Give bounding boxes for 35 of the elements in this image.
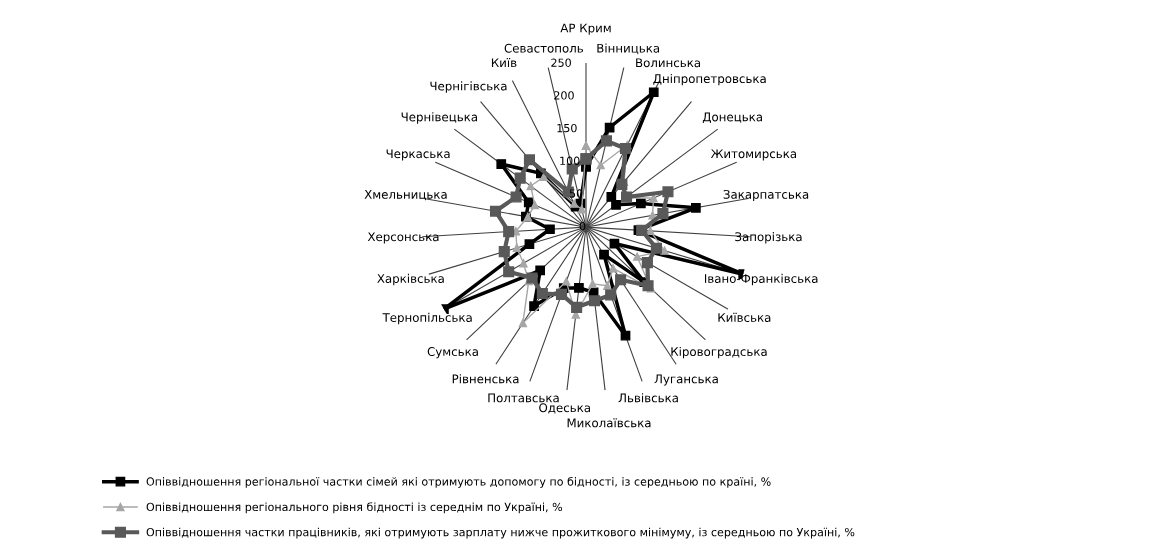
spoke-label: Запорізька: [735, 232, 802, 244]
spoke-label: Хмельницька: [364, 190, 447, 201]
spoke-label: Донецька: [702, 112, 762, 124]
spoke-label: Херсонська: [367, 232, 439, 244]
y-tick-label: 250: [551, 58, 571, 67]
spoke-label: Київська: [718, 312, 771, 322]
spoke-label: Тернопільська: [382, 312, 472, 325]
spoke-label: Чернівецька: [401, 112, 477, 124]
spoke-label: Волинська: [636, 58, 701, 68]
y-tick-label: 150: [557, 123, 577, 133]
spoke-label: Вінницька: [597, 43, 660, 55]
y-tick-label: 100: [560, 156, 580, 165]
spoke-label: Кіровоградська: [671, 346, 767, 359]
spoke-label: Дніпропетровська: [653, 73, 766, 86]
spoke-label: Полтавська: [488, 393, 559, 403]
spoke-label: Рівненська: [452, 374, 519, 384]
spoke-label: Миколаївська: [567, 418, 651, 428]
spoke-label: Харківська: [377, 273, 444, 286]
spoke-label: Чернігівська: [430, 81, 507, 93]
y-tick-label: 200: [554, 91, 574, 100]
spoke-label: Сумська: [427, 347, 478, 359]
legend-label: Опіввідношення регіонального рівня бідності із середнім по Україні, %: [146, 502, 563, 514]
legend-label: Опіввідношення частки працівників, які отримують зарплату нижче прожиткового мінімуму, із середньою по Україні, %: [146, 527, 855, 539]
legend-label: Опіввідношення регіональної частки сімей які отримують допомогу по бідності, із середньою по країні, %: [146, 476, 771, 488]
spoke-label: Севастополь: [504, 43, 583, 53]
spoke-label: Луганська: [654, 374, 718, 386]
spoke-label: АР Крим: [560, 23, 611, 35]
spoke-label: Львівська: [618, 393, 678, 403]
spoke-label: Закарпатська: [723, 189, 809, 202]
spoke-label: Київ: [491, 58, 517, 68]
spoke-label: Черкаська: [386, 149, 450, 161]
spoke-label: Одеська: [539, 403, 590, 414]
spoke-label: Житомирська: [710, 149, 796, 161]
y-tick-label: 0: [579, 221, 586, 231]
spoke-label: Івано-Франківська: [704, 273, 818, 286]
